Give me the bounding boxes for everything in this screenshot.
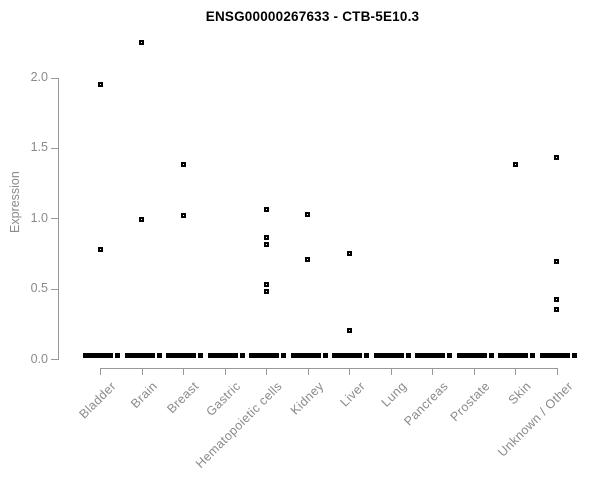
zero-expression-bar: [207, 353, 238, 358]
zero-expression-bar-end-point: [198, 353, 203, 358]
data-point-marker: [554, 307, 559, 312]
zero-expression-bar-end-point: [364, 353, 369, 358]
zero-expression-bar: [332, 353, 362, 358]
data-point-marker: [98, 82, 103, 87]
x-category-label: Bladder: [76, 379, 119, 422]
y-tick-label: 2.0: [30, 70, 48, 84]
x-category-label: Prostate: [447, 379, 493, 425]
y-tick: [51, 359, 58, 360]
x-tick: [266, 369, 267, 375]
y-tick: [51, 288, 58, 290]
zero-expression-bar: [456, 353, 487, 358]
x-category-label: Lung: [378, 379, 410, 410]
zero-expression-bar-end-point: [239, 353, 245, 358]
data-point-marker: [554, 297, 559, 302]
zero-expression-bar: [166, 353, 196, 358]
zero-expression-bar-end-point: [571, 353, 577, 358]
data-point-marker: [264, 289, 269, 294]
x-category-label: Brain: [128, 379, 161, 411]
data-point-marker: [264, 235, 269, 240]
data-point-marker: [264, 282, 269, 287]
zero-expression-bar-end-point: [281, 353, 286, 358]
y-tick-label: 1.5: [30, 140, 48, 155]
data-point-marker: [264, 242, 269, 247]
zero-expression-bar-end-point: [115, 353, 120, 358]
x-category-label: Breast: [164, 379, 202, 417]
data-point-marker: [305, 212, 310, 217]
x-tick: [432, 369, 433, 375]
y-tick-label: 1.0: [30, 210, 48, 225]
x-tick: [307, 369, 309, 375]
x-tick: [183, 369, 184, 375]
data-point-marker: [98, 247, 103, 252]
y-tick: [51, 218, 58, 220]
x-category-label: Pancreas: [401, 379, 451, 429]
zero-expression-bar-end-point: [405, 353, 411, 358]
zero-expression-bar: [373, 353, 404, 358]
x-category-label: Skin: [505, 379, 534, 408]
x-category-label: Gastric: [203, 379, 244, 419]
data-point-marker: [305, 257, 310, 262]
zero-expression-bar: [498, 353, 528, 358]
data-point-marker: [347, 251, 352, 256]
y-tick-label: 0.5: [30, 281, 48, 296]
y-tick: [51, 147, 58, 149]
x-tick: [100, 369, 101, 375]
data-point-marker: [181, 213, 186, 218]
zero-expression-bar-end-point: [447, 353, 452, 358]
x-tick: [224, 369, 226, 375]
x-category-label: Unknown / Other: [494, 379, 576, 460]
data-point-marker: [181, 162, 186, 167]
x-tick: [515, 369, 516, 375]
y-tick: [51, 77, 58, 79]
x-tick: [556, 369, 558, 375]
data-point-marker: [513, 162, 518, 167]
y-tick-label: 0.0: [30, 351, 48, 366]
data-point-marker: [554, 155, 559, 160]
zero-expression-bar-end-point: [322, 353, 328, 358]
zero-expression-bar: [249, 353, 279, 358]
x-tick: [349, 369, 350, 375]
x-tick: [473, 369, 475, 375]
x-category-label: Liver: [337, 379, 368, 410]
data-point-marker: [264, 207, 269, 212]
y-axis-line: [58, 77, 59, 360]
zero-expression-bar: [290, 353, 321, 358]
data-point-marker: [139, 40, 144, 45]
data-point-marker: [139, 217, 144, 222]
x-tick: [390, 369, 392, 375]
zero-expression-bar-end-point: [488, 353, 494, 358]
zero-expression-bar: [83, 353, 113, 358]
x-category-label: Kidney: [287, 379, 327, 418]
zero-expression-bar-end-point: [156, 353, 162, 358]
x-axis-line: [100, 368, 558, 369]
x-tick: [141, 369, 143, 375]
data-point-marker: [347, 328, 352, 333]
data-point-marker: [554, 259, 559, 264]
zero-expression-bar: [124, 353, 155, 358]
zero-expression-bar: [539, 353, 570, 358]
zero-expression-bar: [415, 353, 445, 358]
chart-title: ENSG00000267633 - CTB-5E10.3: [205, 9, 420, 24]
zero-expression-bar-end-point: [530, 353, 535, 358]
